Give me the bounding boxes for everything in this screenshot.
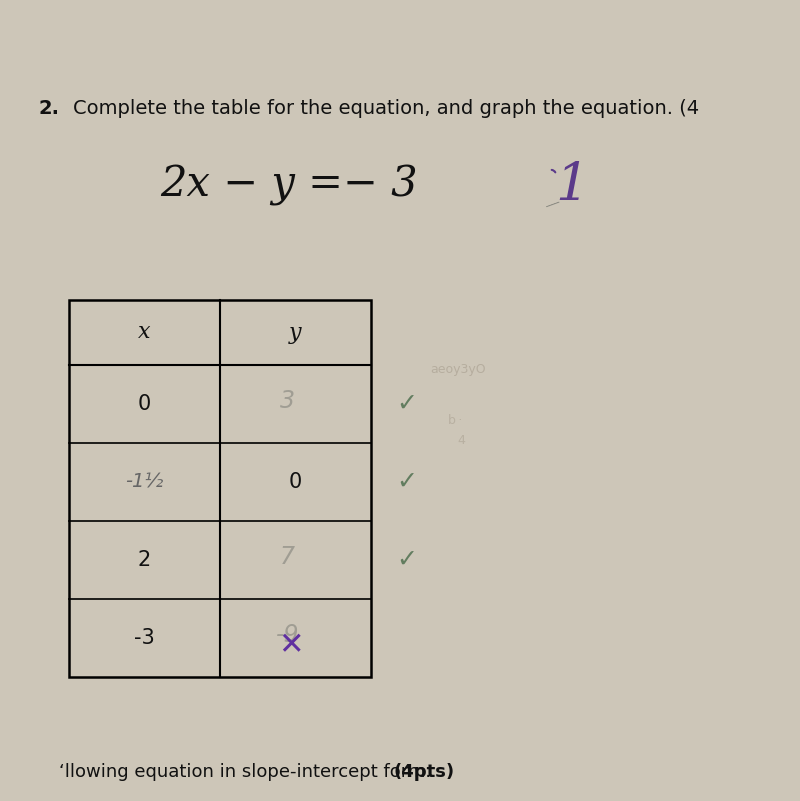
- Text: ✕: ✕: [278, 631, 303, 661]
- Text: 0: 0: [289, 472, 302, 492]
- Text: -3: -3: [134, 628, 154, 648]
- Text: 3: 3: [280, 389, 295, 413]
- Text: 2.: 2.: [38, 99, 59, 118]
- Text: 0: 0: [138, 394, 150, 414]
- Text: 1: 1: [555, 159, 589, 211]
- Text: 2: 2: [138, 550, 150, 570]
- Text: 7: 7: [280, 545, 295, 569]
- Text: -9: -9: [276, 623, 299, 647]
- Text: Complete the table for the equation, and graph the equation. (4: Complete the table for the equation, and…: [73, 99, 699, 118]
- Text: (4pts): (4pts): [394, 763, 454, 781]
- Text: 2x − y =− 3: 2x − y =− 3: [160, 164, 418, 206]
- Text: -1½: -1½: [125, 473, 163, 492]
- Text: b ·: b ·: [448, 413, 462, 426]
- Bar: [69, 300, 370, 677]
- Text: x: x: [138, 321, 150, 344]
- Text: aeoy3yO: aeoy3yO: [430, 364, 486, 376]
- Text: y: y: [289, 321, 302, 344]
- Text: ✓: ✓: [397, 470, 418, 494]
- Text: ―: ―: [545, 196, 562, 214]
- Text: ✓: ✓: [397, 392, 418, 416]
- Text: ‘llowing equation in slope-intercept form.: ‘llowing equation in slope-intercept for…: [59, 763, 438, 781]
- Text: ✓: ✓: [397, 548, 418, 572]
- Text: 4: 4: [458, 433, 466, 446]
